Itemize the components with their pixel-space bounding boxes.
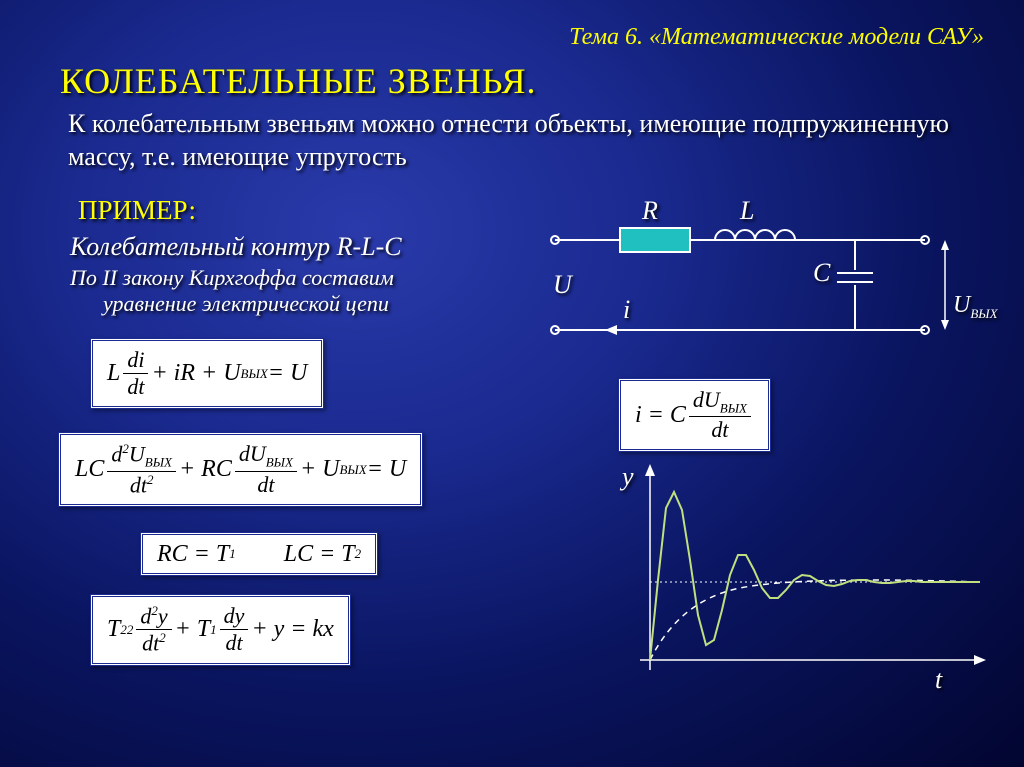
eq4-f1n: d2y bbox=[136, 603, 171, 630]
uout-sub: ВЫХ bbox=[970, 306, 997, 321]
eq2-U: U bbox=[129, 441, 145, 466]
equation-4: T22 d2y dt2 + T1 dy dt + y = kx bbox=[90, 594, 351, 666]
eq5-sub: ВЫХ bbox=[720, 400, 747, 415]
label-U: U bbox=[553, 270, 572, 300]
eq2-csub: ВЫХ bbox=[339, 462, 366, 478]
eq4-a: T bbox=[107, 616, 120, 643]
eq2-f1nsub: ВЫХ bbox=[145, 455, 172, 470]
equation-3: RC = T1 LC = T2 bbox=[140, 532, 378, 576]
eq2-f2n: dUВЫХ bbox=[235, 441, 297, 471]
eq2-dt2: 2 bbox=[147, 472, 154, 487]
rlc-circuit: R L C U i UВЫХ bbox=[545, 200, 995, 360]
eq4-d: d bbox=[140, 603, 151, 628]
eq1-eq: = U bbox=[268, 360, 308, 387]
eq2-d: d bbox=[111, 441, 122, 466]
eq4-f1d: dt2 bbox=[138, 630, 170, 656]
response-chart: y t bbox=[590, 460, 990, 710]
eq4-f1: d2y dt2 bbox=[136, 603, 171, 657]
eq4-f2d: dt bbox=[221, 630, 246, 656]
eq4-b: + T bbox=[175, 616, 211, 643]
eq1-mid: + iR + U bbox=[151, 360, 240, 387]
eq4-dt2: 2 bbox=[159, 630, 166, 645]
eq2-f1: d2UВЫХ dt2 bbox=[107, 441, 176, 498]
eq5-dU: dU bbox=[693, 387, 720, 412]
eq1-frac: di dt bbox=[123, 347, 148, 400]
label-Uout: UВЫХ bbox=[953, 292, 998, 322]
topic-label: Тема 6. «Математические модели САУ» bbox=[569, 24, 984, 51]
equation-2: LC d2UВЫХ dt2 + RC dUВЫХ dt + UВЫХ = U bbox=[58, 432, 423, 507]
eq5-num: dUВЫХ bbox=[689, 387, 751, 417]
eq2-f2d: dt bbox=[253, 472, 278, 498]
eq4-y: y bbox=[158, 603, 168, 628]
example-kirchhoff: По II закону Кирхгоффа составим уравнени… bbox=[70, 265, 394, 318]
eq4-c: + y = kx bbox=[251, 616, 333, 643]
eq1-L: L bbox=[107, 360, 120, 387]
eq1-den: dt bbox=[123, 374, 148, 400]
eq4-f2n: dy bbox=[220, 603, 249, 630]
label-L: L bbox=[740, 196, 754, 226]
eq4-asup: 2 bbox=[127, 622, 134, 638]
chart-t-label: t bbox=[935, 665, 942, 695]
example-subtitle: Колебательный контур R-L-C bbox=[70, 232, 402, 262]
page-title: КОЛЕБАТЕЛЬНЫЕ ЗВЕНЬЯ. bbox=[60, 60, 537, 102]
eq3-gap bbox=[236, 541, 284, 568]
label-i: i bbox=[623, 295, 630, 325]
chart-svg bbox=[590, 460, 990, 710]
label-R: R bbox=[642, 196, 658, 226]
equation-1: L di dt + iR + UВЫХ = U bbox=[90, 338, 324, 409]
eq2-b: + RC bbox=[179, 456, 232, 483]
eq4-bsub: 1 bbox=[210, 622, 217, 638]
eq3-a: RC = T bbox=[157, 541, 229, 568]
eq2-eq: = U bbox=[367, 456, 407, 483]
eq2-dU: dU bbox=[239, 441, 266, 466]
eq4-f2: dy dt bbox=[220, 603, 249, 656]
label-C: C bbox=[813, 258, 830, 288]
kirchhoff-line1: По II закону Кирхгоффа составим bbox=[70, 265, 394, 290]
equation-5: i = C dUВЫХ dt bbox=[618, 378, 771, 452]
eq2-f2: dUВЫХ dt bbox=[235, 441, 297, 497]
eq2-a: LC bbox=[75, 456, 104, 483]
circuit-svg bbox=[545, 200, 995, 360]
kirchhoff-line2: уравнение электрической цепи bbox=[103, 291, 389, 316]
eq5-a: i = C bbox=[635, 402, 686, 429]
eq4-dt: dt bbox=[142, 631, 159, 656]
eq1-num: di bbox=[123, 347, 148, 374]
eq3-bsub: 2 bbox=[355, 546, 362, 562]
uout-u: U bbox=[953, 292, 970, 318]
eq2-dt: dt bbox=[130, 472, 147, 497]
eq1-sub: ВЫХ bbox=[241, 366, 268, 382]
example-label: ПРИМЕР: bbox=[78, 195, 196, 226]
eq3-b: LC = T bbox=[284, 541, 355, 568]
eq2-c: + U bbox=[300, 456, 340, 483]
eq5-frac: dUВЫХ dt bbox=[689, 387, 751, 443]
eq2-f1d: dt2 bbox=[126, 472, 158, 498]
eq2-f2nsub: ВЫХ bbox=[266, 455, 293, 470]
eq2-f1n: d2UВЫХ bbox=[107, 441, 176, 472]
eq5-den: dt bbox=[707, 417, 732, 443]
intro-text: К колебательным звеньям можно отнести об… bbox=[68, 108, 984, 173]
chart-y-label: y bbox=[622, 462, 634, 492]
